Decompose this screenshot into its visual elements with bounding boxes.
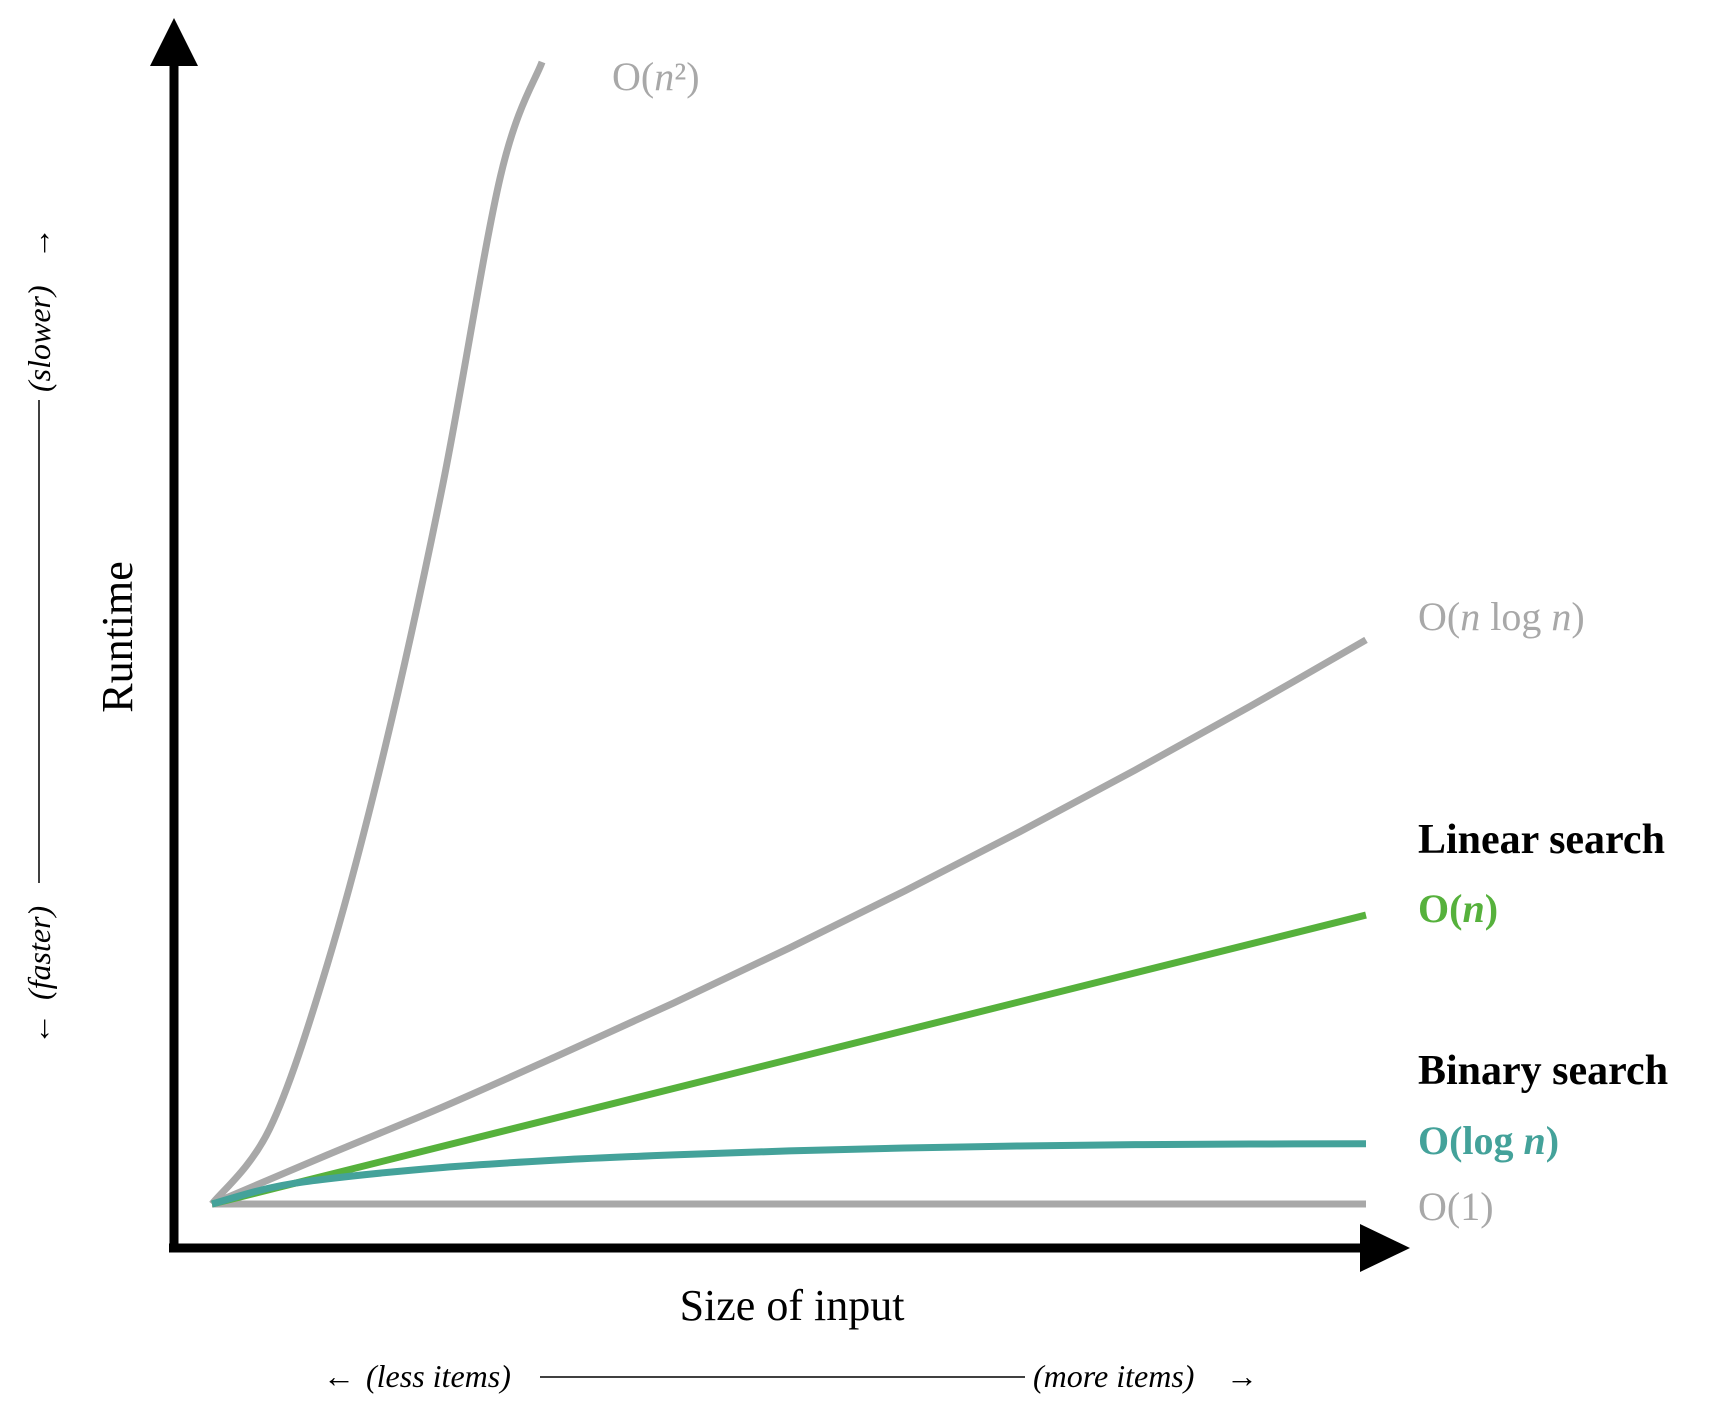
- x-hint-left: (less items): [366, 1358, 511, 1394]
- y-axis-label: Runtime: [93, 561, 142, 713]
- series-label-0: O(n²): [612, 54, 700, 99]
- series-label-1: O(n log n): [1418, 594, 1585, 639]
- y-hint-low-arrow-icon: ←: [21, 1013, 57, 1045]
- series-heading-3: Binary search: [1418, 1048, 1668, 1094]
- y-axis-arrow-icon: [150, 18, 198, 66]
- series-labels: O(n²) O(n log n) Linear search O(n) Binary s…: [612, 54, 1668, 1229]
- y-hint-high: (slower): [21, 285, 57, 392]
- x-hint-right-arrow-icon: →: [1226, 1358, 1258, 1394]
- y-hint-low: (faster): [21, 906, 57, 1000]
- x-hint-left-arrow-icon: ←: [323, 1358, 355, 1394]
- series-line-3: [211, 1140, 1367, 1208]
- x-hint-right: (more items): [1033, 1358, 1194, 1394]
- y-direction-hint: ← (faster) (slower) →: [21, 227, 57, 1045]
- series-label-2: O(n): [1418, 886, 1498, 931]
- series-label-4: O(1): [1418, 1184, 1494, 1229]
- x-axis-arrow-icon: [1360, 1224, 1410, 1272]
- series-layer: [209, 60, 1368, 1208]
- series-line-1: [210, 636, 1368, 1208]
- series-line-2: [211, 911, 1367, 1208]
- series-heading-2: Linear search: [1418, 817, 1665, 863]
- series-line-0: [209, 60, 546, 1207]
- y-hint-high-arrow-icon: →: [21, 227, 57, 259]
- x-axis-label: Size of input: [680, 1281, 905, 1330]
- axes: [150, 18, 1410, 1272]
- series-label-3: O(log n): [1418, 1118, 1559, 1163]
- x-direction-hint: ← (less items) (more items) →: [323, 1358, 1258, 1394]
